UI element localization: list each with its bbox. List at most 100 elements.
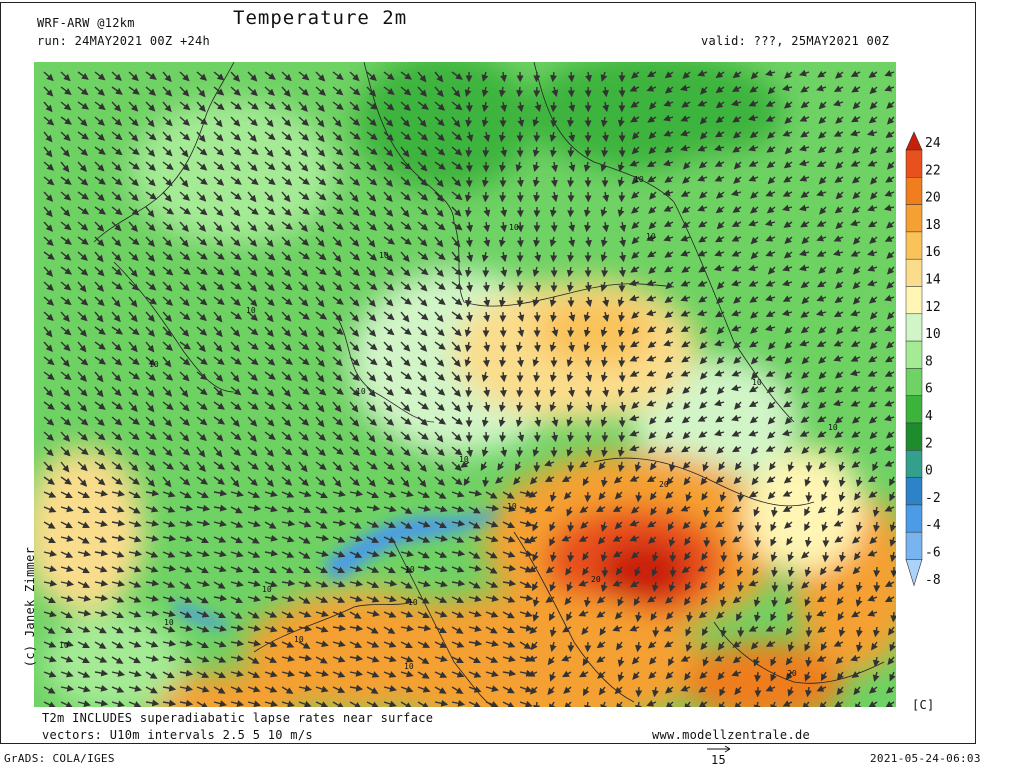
wind-arrow: [549, 146, 557, 158]
wind-arrow: [822, 551, 830, 563]
wind-arrow: [818, 176, 827, 185]
wind-arrow: [247, 131, 257, 143]
wind-arrow: [532, 176, 540, 188]
wind-arrow: [434, 236, 444, 248]
wind-arrow: [481, 176, 489, 188]
wind-arrow: [60, 131, 71, 142]
colorbar-swatch: [905, 286, 923, 315]
wind-arrow: [128, 131, 139, 142]
wind-arrow: [315, 206, 326, 217]
wind-arrow: [281, 161, 292, 172]
wind-arrow: [77, 146, 89, 156]
wind-arrow: [631, 221, 640, 230]
wind-arrow: [400, 116, 410, 127]
wind-arrow: [264, 86, 275, 96]
wind-arrow: [298, 176, 310, 185]
wind-arrow: [567, 551, 575, 563]
wind-arrow: [196, 206, 208, 216]
wind-arrow: [247, 206, 259, 215]
wind-arrow: [264, 236, 274, 248]
wind-arrow: [94, 236, 105, 247]
wind-arrow: [481, 86, 489, 98]
wind-arrow: [298, 116, 309, 127]
wind-arrow: [451, 146, 463, 156]
wind-arrow: [349, 236, 360, 247]
contour-label: 10: [646, 232, 656, 241]
wind-arrow: [162, 236, 173, 247]
wind-arrow: [434, 251, 446, 261]
wind-arrow: [584, 491, 592, 503]
wind-arrow: [646, 234, 657, 242]
wind-arrow: [145, 131, 157, 141]
wind-arrow: [43, 116, 55, 126]
wind-arrow: [617, 116, 625, 128]
wind-arrow: [585, 71, 593, 83]
wind-arrow: [332, 71, 344, 81]
wind-arrow: [43, 251, 55, 260]
wind-arrow: [664, 175, 674, 183]
wind-arrow: [699, 131, 708, 140]
wind-arrow: [77, 161, 87, 173]
wind-arrow: [601, 131, 609, 143]
wind-arrow: [816, 189, 827, 197]
wind-arrow: [532, 146, 540, 158]
wind-arrow: [716, 191, 725, 199]
colorbar-level-label: 18: [925, 218, 941, 233]
wind-arrow: [765, 190, 776, 197]
wind-arrow: [264, 161, 276, 171]
wind-arrow: [784, 146, 793, 155]
wind-arrow: [730, 189, 742, 197]
wind-arrow: [766, 161, 776, 169]
wind-arrow: [264, 116, 274, 128]
wind-arrow: [247, 191, 257, 203]
wind-arrow: [315, 86, 326, 96]
wind-arrow: [635, 686, 643, 698]
contour-label: 10: [634, 175, 644, 184]
wind-arrow: [697, 174, 708, 182]
wind-arrow: [230, 101, 242, 110]
wind-arrow: [617, 206, 625, 218]
wind-arrow: [732, 131, 742, 139]
wind-arrow: [128, 191, 139, 202]
wind-arrow: [750, 236, 759, 245]
wind-arrow: [680, 129, 691, 137]
wind-arrow: [349, 221, 360, 232]
wind-arrow: [867, 220, 878, 228]
wind-arrow: [213, 146, 225, 156]
colorbar-level-label: -4: [925, 518, 941, 533]
wind-arrow: [162, 71, 172, 83]
wind-arrow: [179, 161, 190, 172]
wind-arrow: [748, 144, 759, 152]
wind-arrow: [451, 206, 462, 217]
wind-arrow: [162, 206, 175, 215]
wind-arrow: [77, 86, 89, 96]
wind-arrow: [500, 101, 508, 113]
wind-arrow: [733, 176, 742, 184]
wind-arrow: [145, 116, 155, 128]
wind-arrow: [750, 71, 759, 80]
wind-arrow: [264, 191, 274, 202]
wind-arrow: [767, 131, 776, 139]
wind-arrow: [500, 221, 508, 233]
wind-arrow: [162, 176, 173, 187]
wind-arrow: [714, 160, 725, 167]
wind-arrow: [568, 236, 576, 248]
wind-arrow: [298, 161, 309, 172]
contour-label: 10: [828, 423, 838, 432]
colorbar-level-label: -2: [925, 491, 941, 506]
wind-arrow: [852, 101, 861, 110]
wind-arrow: [349, 116, 361, 126]
wind-arrow: [315, 161, 326, 172]
wind-arrow: [247, 71, 258, 82]
wind-arrow: [213, 191, 224, 202]
wind-arrow: [551, 86, 559, 98]
wind-arrow: [682, 176, 691, 184]
grads-label: GrADS: COLA/IGES: [4, 752, 115, 765]
wind-arrow: [482, 191, 490, 203]
contour-label: 20: [659, 480, 669, 489]
wind-arrow: [534, 101, 542, 113]
wind-arrow: [783, 161, 793, 169]
wind-arrow: [213, 71, 225, 81]
wind-arrow: [873, 566, 881, 578]
wind-arrow: [663, 114, 674, 122]
